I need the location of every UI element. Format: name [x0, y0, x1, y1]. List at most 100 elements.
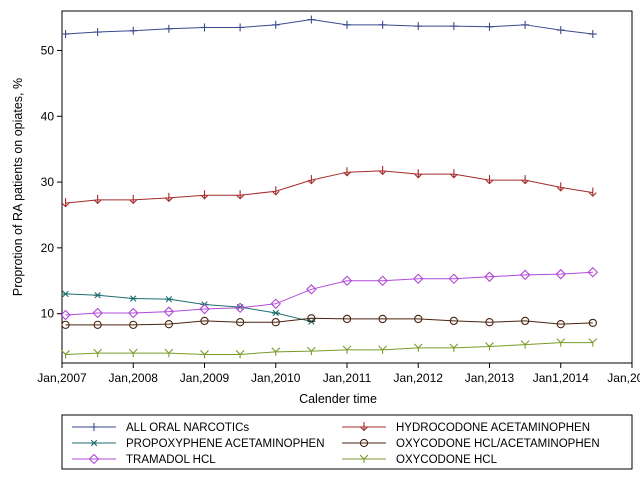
x-tick-label: Jan,2013 [465, 371, 515, 385]
x-tick-label: Jan,2009 [180, 371, 230, 385]
data-point [377, 275, 388, 287]
y-tick-label: 20 [41, 241, 55, 255]
x-tick-label: Jan,2007 [37, 371, 87, 385]
data-point [164, 24, 173, 33]
data-point [556, 320, 565, 329]
series-0 [61, 15, 597, 39]
legend-label: OXYCODONE HCL [396, 454, 498, 466]
data-point [235, 318, 245, 327]
data-point [236, 23, 245, 32]
legend-marker [90, 439, 98, 447]
data-point [342, 345, 352, 354]
data-point [307, 314, 316, 323]
data-point [236, 190, 245, 200]
data-point [164, 348, 174, 358]
series-line [65, 293, 312, 323]
data-point [93, 28, 102, 37]
data-point [341, 275, 353, 287]
data-point [200, 190, 209, 200]
series-line [65, 19, 593, 35]
data-point [520, 340, 530, 349]
data-point [378, 345, 388, 354]
data-point [588, 318, 597, 328]
legend-item: OXYCODONE HCL [342, 454, 498, 466]
data-point [485, 22, 494, 31]
data-point [485, 342, 494, 351]
series-line [65, 342, 593, 355]
data-point [93, 292, 102, 299]
x-tick-label: Jan,2015 [607, 371, 640, 385]
data-point [60, 309, 71, 321]
data-point [588, 338, 598, 347]
data-point [520, 316, 530, 326]
legend-item: TRAMADOL HCL [72, 453, 216, 466]
data-point [234, 302, 246, 314]
data-point [307, 175, 316, 185]
legend-label: HYDROCODONE ACETAMINOPHEN [396, 422, 590, 434]
data-point [271, 318, 280, 327]
data-point [129, 194, 138, 205]
data-point [521, 20, 530, 29]
data-point [484, 271, 495, 283]
data-point [270, 298, 282, 310]
data-point [235, 350, 245, 359]
legend-marker [90, 423, 98, 431]
data-point [378, 314, 387, 324]
data-point [378, 165, 387, 176]
data-point [200, 350, 209, 359]
data-point [587, 266, 599, 278]
legend-frame [61, 414, 633, 470]
y-tick-label: 50 [41, 43, 55, 57]
data-point [92, 307, 103, 319]
data-point [129, 26, 138, 35]
x-tick-label: Jan,2008 [109, 371, 159, 385]
data-point [342, 314, 352, 324]
data-point [519, 269, 531, 281]
data-point [129, 295, 138, 302]
data-point [164, 320, 174, 329]
x-tick-label: Jan1,2014 [533, 371, 589, 385]
data-point [414, 169, 423, 179]
data-point [556, 26, 565, 35]
data-point [61, 350, 70, 359]
series-1 [61, 165, 597, 208]
series-layer [60, 15, 599, 359]
data-point [93, 194, 102, 205]
data-point [271, 347, 281, 356]
data-point [306, 346, 316, 356]
data-point [200, 23, 209, 32]
legend-marker [88, 453, 100, 465]
data-point [449, 343, 459, 352]
data-point [343, 20, 351, 29]
data-point [449, 22, 458, 31]
series-line [65, 170, 593, 204]
data-point [199, 303, 210, 315]
data-point [93, 348, 103, 358]
y-tick-label: 30 [41, 175, 55, 189]
data-point [412, 273, 424, 285]
data-point [521, 175, 530, 185]
y-axis: 10 20 30 40 50 [41, 43, 62, 321]
y-tick-label: 40 [41, 109, 55, 123]
x-axis-title: Calender time [299, 392, 377, 406]
legend-item: ALL ORAL NARCOTICs [72, 422, 249, 434]
x-tick-label: Jan,2010 [251, 371, 301, 385]
data-point [343, 167, 351, 177]
data-point [556, 182, 565, 192]
data-point [306, 284, 317, 295]
legend-item: PROPOXYPHENE ACETAMINOPHEN [72, 438, 325, 450]
data-point [127, 307, 139, 319]
data-point [414, 22, 423, 31]
data-point [61, 198, 70, 208]
data-point [588, 187, 597, 197]
legend-label: ALL ORAL NARCOTICs [126, 422, 249, 434]
data-point [588, 30, 597, 39]
y-tick-label: 10 [41, 307, 55, 321]
legend-item: OXYCODONE HCL/ACETAMINOPHEN [342, 438, 600, 450]
data-point [93, 320, 102, 329]
data-point [485, 175, 494, 185]
data-point [449, 169, 458, 179]
legend-item: HYDROCODONE ACETAMINOPHEN [342, 422, 590, 434]
series-4 [60, 266, 599, 321]
